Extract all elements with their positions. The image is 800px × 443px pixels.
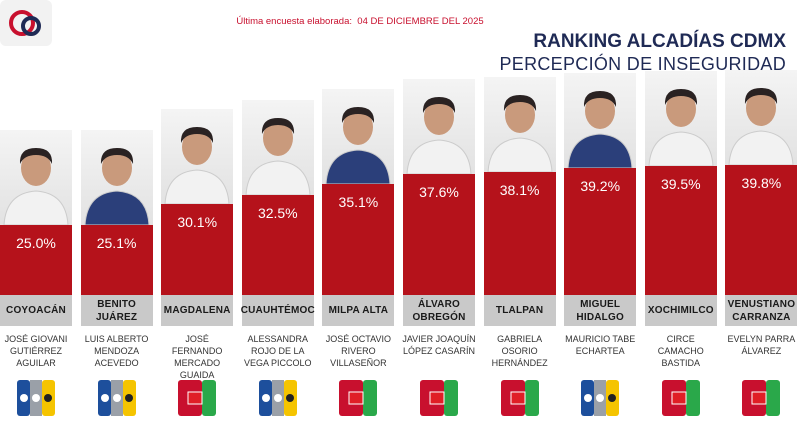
candidate-name: MAURICIO TABE ECHARTEA [565, 334, 636, 356]
category-label: MAGDALENA [161, 295, 234, 326]
value-label: 38.1% [499, 181, 540, 198]
value-label: 39.5% [660, 176, 701, 193]
party-logo [178, 380, 217, 416]
photo-figure [245, 117, 311, 195]
category-label: CUAUHTÉMOC [241, 295, 315, 326]
bar [483, 171, 556, 295]
candidate-photo [644, 71, 717, 167]
photo-figure [406, 96, 472, 174]
bar [241, 194, 314, 295]
party-logo [500, 380, 539, 416]
candidate-name: JOSÉ GIOVANI GUTIÉRREZ AGUILAR [4, 334, 68, 368]
bar [564, 167, 637, 295]
bar [403, 173, 475, 295]
chart-subtitle: PERCEPCIÓN DE INSEGURIDAD [499, 54, 786, 74]
candidate-name: JOSÉ FERNANDO MERCADO GUAIDA [171, 334, 223, 380]
photo-figure [325, 107, 391, 185]
candidate-photo [725, 70, 798, 166]
party-logo [97, 380, 136, 416]
candidate-name: LUIS ALBERTO MENDOZA ACEVEDO [84, 334, 149, 368]
party-logo [17, 380, 55, 416]
candidate-photo [241, 99, 314, 195]
party-logo [420, 380, 458, 416]
category-label: TLALPAN [483, 295, 556, 326]
candidate-photo [564, 72, 637, 168]
photo-figure [3, 148, 69, 226]
photo-figure [84, 147, 150, 225]
value-label: 39.8% [741, 175, 782, 192]
bar [161, 204, 234, 295]
value-label: 37.6% [419, 183, 459, 200]
value-label: 25.1% [96, 234, 137, 251]
bar [644, 166, 717, 295]
photo-figure [648, 89, 714, 167]
category-label: MIGUEL HIDALGO [564, 295, 637, 326]
photo-figure [567, 90, 633, 168]
photo-figure [728, 88, 794, 166]
survey-label: Última encuesta elaborada: [236, 16, 352, 27]
party-logo [258, 380, 297, 416]
party-logo [581, 380, 620, 416]
photo-figure [487, 94, 553, 172]
candidate-name: ALESSANDRA ROJO DE LA VEGA PICCOLO [244, 334, 312, 368]
category-label: COYOACÁN [0, 295, 72, 326]
bar [725, 165, 798, 295]
chart-title: RANKING ALCADÍAS CDMX [533, 31, 786, 52]
category-label: ÁLVARO OBREGÓN [403, 295, 475, 326]
value-label: 32.5% [257, 204, 298, 221]
bar [80, 224, 153, 295]
candidate-photo [0, 130, 72, 226]
candidate-name: CIRCE CAMACHO BASTIDA [657, 334, 704, 368]
candidate-photo [161, 109, 234, 205]
value-label: 35.1% [338, 194, 379, 211]
bar [0, 225, 72, 295]
value-label: 30.1% [177, 214, 218, 231]
party-logo [339, 380, 378, 416]
category-label: XOCHIMILCO [644, 295, 717, 326]
candidate-photo [80, 129, 153, 225]
party-logo [661, 380, 700, 416]
survey-note: Última encuesta elaborada: 04 DE DICIEMB… [200, 16, 520, 27]
candidate-name: JAVIER JOAQUÍN LÓPEZ CASARÍN [402, 334, 476, 356]
candidate-photo [403, 78, 475, 174]
value-label: 39.2% [580, 177, 621, 194]
bar [322, 184, 395, 295]
party-logo [742, 380, 781, 416]
candidate-name: EVELYN PARRA ÁLVAREZ [727, 334, 796, 356]
candidate-name: GABRIELA OSORIO HERNÁNDEZ [491, 334, 548, 368]
photo-figure [164, 127, 230, 205]
category-label: VENUSTIANO CARRANZA [725, 295, 798, 326]
logo [0, 0, 52, 46]
value-label: 25.0% [16, 235, 56, 252]
candidate-photo [483, 76, 556, 172]
candidate-photo [322, 89, 395, 185]
candidate-name: JOSÉ OCTAVIO RIVERO VILLASEÑOR [325, 334, 391, 368]
category-label: BENITO JUÁREZ [80, 295, 153, 326]
category-label: MILPA ALTA [322, 295, 395, 326]
survey-date: 04 DE DICIEMBRE DEL 2025 [357, 16, 484, 27]
